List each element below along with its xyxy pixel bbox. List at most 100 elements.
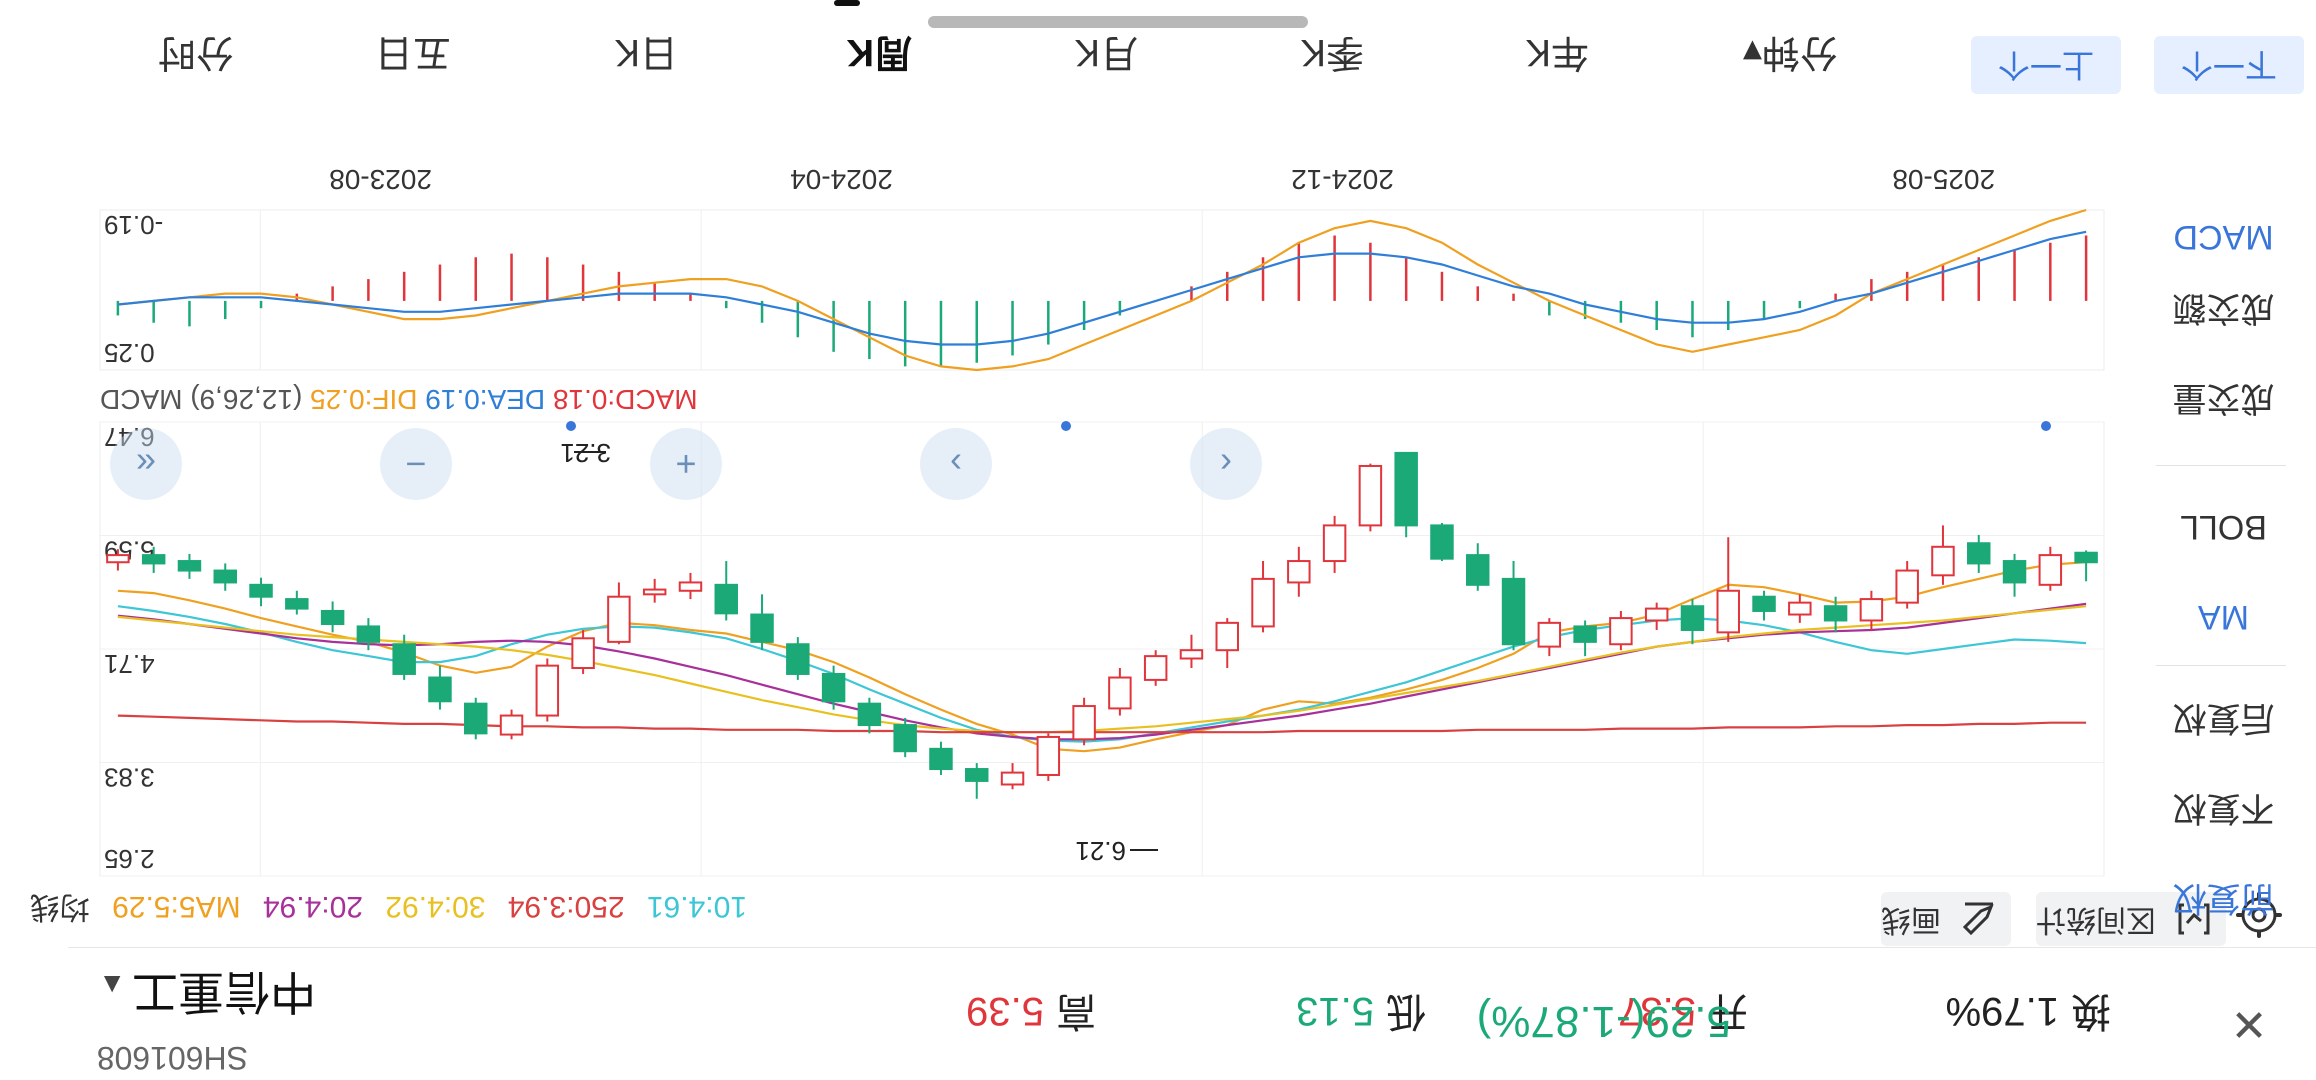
side-item-no-adjust[interactable]: 不复权 <box>2172 789 2275 827</box>
price-tick-label: 2.65 <box>104 844 155 874</box>
candle-body <box>1430 524 1454 560</box>
side-item-pre-adjust[interactable]: 前复权 <box>2172 879 2275 917</box>
candle <box>1895 561 1919 609</box>
turnover-value: 1.79% <box>1945 989 2059 1033</box>
candle <box>1036 733 1061 781</box>
candle-body <box>2002 560 2027 584</box>
candle-body <box>464 702 488 735</box>
candle <box>965 763 989 799</box>
candle-body <box>821 672 846 703</box>
candle-body <box>714 583 738 615</box>
candle-body <box>1895 569 1919 604</box>
candle <box>642 578 667 603</box>
side-item-volume[interactable]: 成交量 <box>2172 379 2275 417</box>
draw-line-button[interactable]: 画线 <box>1881 892 2011 946</box>
overlay-circle <box>650 428 722 500</box>
candle-body <box>356 625 381 643</box>
series-line-ma5 <box>117 561 2087 753</box>
prev-stock-button[interactable]: 上一个 <box>1971 36 2121 94</box>
tab-yearly[interactable]: 年K <box>1525 31 1589 73</box>
candle-body <box>1215 621 1239 652</box>
candle-body <box>607 595 631 643</box>
tab-five-day[interactable]: 五日 <box>374 31 451 73</box>
candle <box>2002 553 2027 597</box>
tab-daily[interactable]: 日K <box>614 31 678 73</box>
side-divider <box>2156 465 2286 466</box>
overlay-icon: › <box>950 444 962 485</box>
candle <box>464 697 488 740</box>
zoom-in-button[interactable]: + <box>650 428 722 500</box>
kline-chart[interactable]: 2.653.834.715.596.473.216.212023-082024-… <box>0 132 2316 946</box>
range-stats-button[interactable]: 区间统计 <box>2036 892 2226 946</box>
candle <box>177 553 202 579</box>
date-tick-label: 2024-12 <box>1291 164 1394 195</box>
candle-body <box>1358 464 1383 527</box>
candle-body <box>929 747 953 771</box>
candle <box>821 665 846 710</box>
side-divider <box>2156 665 2286 666</box>
next-stock-button[interactable]: 下一个 <box>2154 36 2304 94</box>
candle-body <box>1967 542 1991 565</box>
price-tick-label: 4.71 <box>104 649 155 679</box>
price-change: 5.29(-1.87%) <box>1476 997 1731 1046</box>
tab-weekly[interactable]: 周K <box>846 31 912 73</box>
close-button[interactable]: ✕ <box>2230 998 2268 1049</box>
high-label: 高 <box>1056 989 1096 1033</box>
macd-legend-dea: DEA:0.19 <box>417 384 545 415</box>
side-item-post-adjust[interactable]: 后复权 <box>2172 699 2275 737</box>
side-item-macd[interactable]: MACD <box>2173 218 2274 256</box>
candle <box>249 577 273 607</box>
overlay-circle <box>1190 428 1262 500</box>
candle-body <box>1680 605 1705 631</box>
chart-scroll-end-button[interactable]: « <box>110 428 182 500</box>
candle <box>320 601 345 633</box>
candle-body <box>2074 551 2098 564</box>
candle <box>106 549 130 571</box>
candle-body <box>857 702 882 727</box>
candle-body <box>1108 676 1132 710</box>
candle-body <box>177 560 202 572</box>
tab-minutes[interactable]: 分钟▾ <box>1742 31 1838 73</box>
low-label: 低 <box>1386 989 1426 1033</box>
candle <box>1680 599 1705 645</box>
drag-handle[interactable] <box>928 16 1308 28</box>
candle <box>428 665 452 710</box>
stock-name-selector[interactable]: 中信重工▲ <box>98 962 316 1028</box>
turnover-stat: 换 1.79% <box>1946 986 2111 1044</box>
candle <box>1609 610 1633 651</box>
zoom-out-button[interactable]: − <box>380 428 452 500</box>
candle-body <box>392 643 416 675</box>
candle-body <box>1072 705 1096 741</box>
candle-body <box>1788 601 1812 616</box>
divider <box>68 947 2316 948</box>
tab-intraday[interactable]: 分时 <box>157 31 234 73</box>
candle <box>929 741 953 775</box>
side-item-boll[interactable]: BOLL <box>2180 508 2267 546</box>
candle <box>678 572 703 600</box>
candle <box>285 590 309 615</box>
candle-body <box>893 724 917 753</box>
side-item-ma[interactable]: MA <box>2198 598 2249 636</box>
low-value: 5.13 <box>1296 989 1374 1033</box>
candle-body <box>1036 735 1061 776</box>
candle-body <box>1394 451 1418 527</box>
candle-body <box>1143 655 1168 681</box>
candle <box>893 717 917 758</box>
candle-body <box>141 554 166 565</box>
tab-monthly[interactable]: 月K <box>1074 31 1138 73</box>
triangle-up-icon: ▲ <box>98 970 126 1001</box>
overlay-circle <box>380 428 452 500</box>
chart-scroll-left-button[interactable]: › <box>920 428 992 500</box>
tab-quarterly[interactable]: 季K <box>1300 31 1364 73</box>
candle <box>1644 602 1669 630</box>
side-item-amount[interactable]: 成交额 <box>2172 289 2275 327</box>
series-line-ma30 <box>117 605 2087 734</box>
chart-scroll-right-button[interactable]: ‹ <box>1190 428 1262 500</box>
candle <box>1430 523 1454 562</box>
overlay-icon: − <box>405 444 426 485</box>
overlay-circle <box>920 428 992 500</box>
low-stat: 低 5.13 <box>1296 986 1426 1044</box>
candle-body <box>1466 554 1490 586</box>
overlay-icon: + <box>675 444 696 485</box>
settings-icon[interactable] <box>2232 888 2286 942</box>
